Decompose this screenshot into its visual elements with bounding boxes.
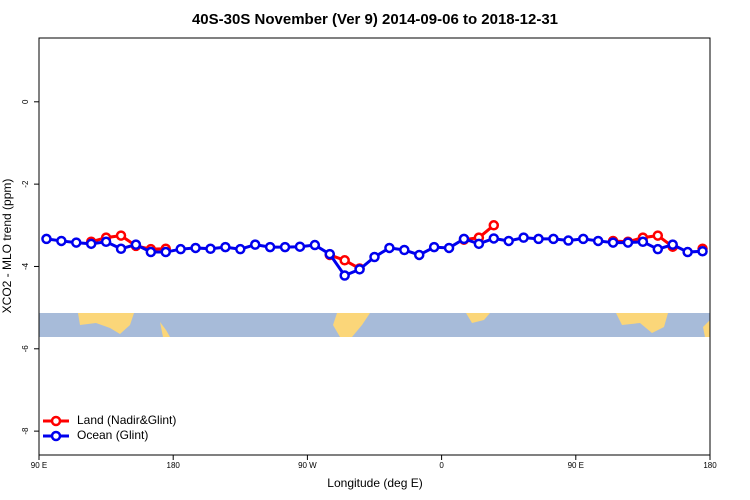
legend-marker — [50, 415, 62, 427]
x-tick-label: 90 W — [298, 461, 317, 470]
data-point — [682, 246, 693, 258]
data-point — [428, 241, 440, 253]
data-point — [592, 235, 604, 247]
data-point — [339, 270, 350, 281]
data-point — [622, 237, 634, 248]
y-tick-label: -8 — [21, 427, 30, 435]
x-axis-label: Longitude (deg E) — [327, 476, 422, 490]
data-point — [249, 239, 261, 250]
data-point — [488, 233, 500, 244]
data-point — [294, 241, 306, 252]
data-point — [264, 241, 276, 253]
data-point — [667, 239, 678, 250]
data-point — [190, 242, 201, 254]
data-point — [533, 233, 544, 245]
data-point — [548, 233, 559, 245]
data-point — [41, 233, 52, 245]
data-point — [652, 230, 664, 241]
legend-marker — [50, 430, 62, 442]
data-point — [473, 238, 485, 250]
data-point — [130, 239, 142, 250]
x-tick-label: 180 — [703, 461, 717, 470]
y-tick-label: -2 — [21, 180, 30, 188]
data-point — [384, 242, 395, 254]
map-strip — [39, 313, 710, 337]
x-tick-label: 90 E — [568, 461, 584, 470]
y-tick-label: -4 — [21, 262, 30, 270]
x-tick-label: 90 E — [31, 461, 47, 470]
data-point — [205, 243, 216, 255]
data-point — [369, 251, 380, 263]
plot-frame — [38, 37, 711, 456]
data-point — [399, 244, 410, 256]
data-point — [220, 241, 231, 253]
data-point — [235, 243, 246, 255]
chart-title: 40S-30S November (Ver 9) 2014-09-06 to 2… — [192, 11, 558, 28]
data-point — [85, 238, 97, 250]
data-point — [563, 235, 574, 246]
data-point — [607, 237, 619, 248]
data-point — [309, 239, 321, 251]
data-point — [56, 235, 67, 247]
data-point — [443, 242, 455, 254]
y-axis-label: XCO2 - MLO trend (ppm) — [0, 179, 14, 314]
data-point — [518, 232, 529, 243]
data-point — [145, 246, 157, 258]
data-point — [115, 243, 127, 255]
data-point — [503, 235, 514, 247]
legend-label: Ocean (Glint) — [77, 428, 148, 442]
data-point — [458, 233, 470, 245]
x-tick-label: 0 — [439, 461, 444, 470]
data-point — [637, 236, 649, 248]
x-tick-label: 180 — [167, 461, 181, 470]
data-point — [100, 236, 112, 248]
data-point — [71, 237, 82, 248]
y-tick-label: 0 — [21, 99, 30, 104]
y-tick-label: -6 — [21, 345, 30, 353]
data-point — [279, 241, 291, 253]
data-point — [160, 246, 171, 258]
data-point — [413, 249, 425, 261]
data-point — [578, 233, 589, 245]
legend-label: Land (Nadir&Glint) — [77, 413, 176, 427]
data-point — [324, 248, 336, 260]
data-point — [175, 243, 186, 255]
data-point — [354, 264, 365, 275]
data-point — [652, 243, 664, 255]
data-point — [488, 220, 500, 231]
data-point — [339, 255, 350, 266]
data-point — [697, 245, 708, 257]
data-point — [115, 230, 127, 241]
